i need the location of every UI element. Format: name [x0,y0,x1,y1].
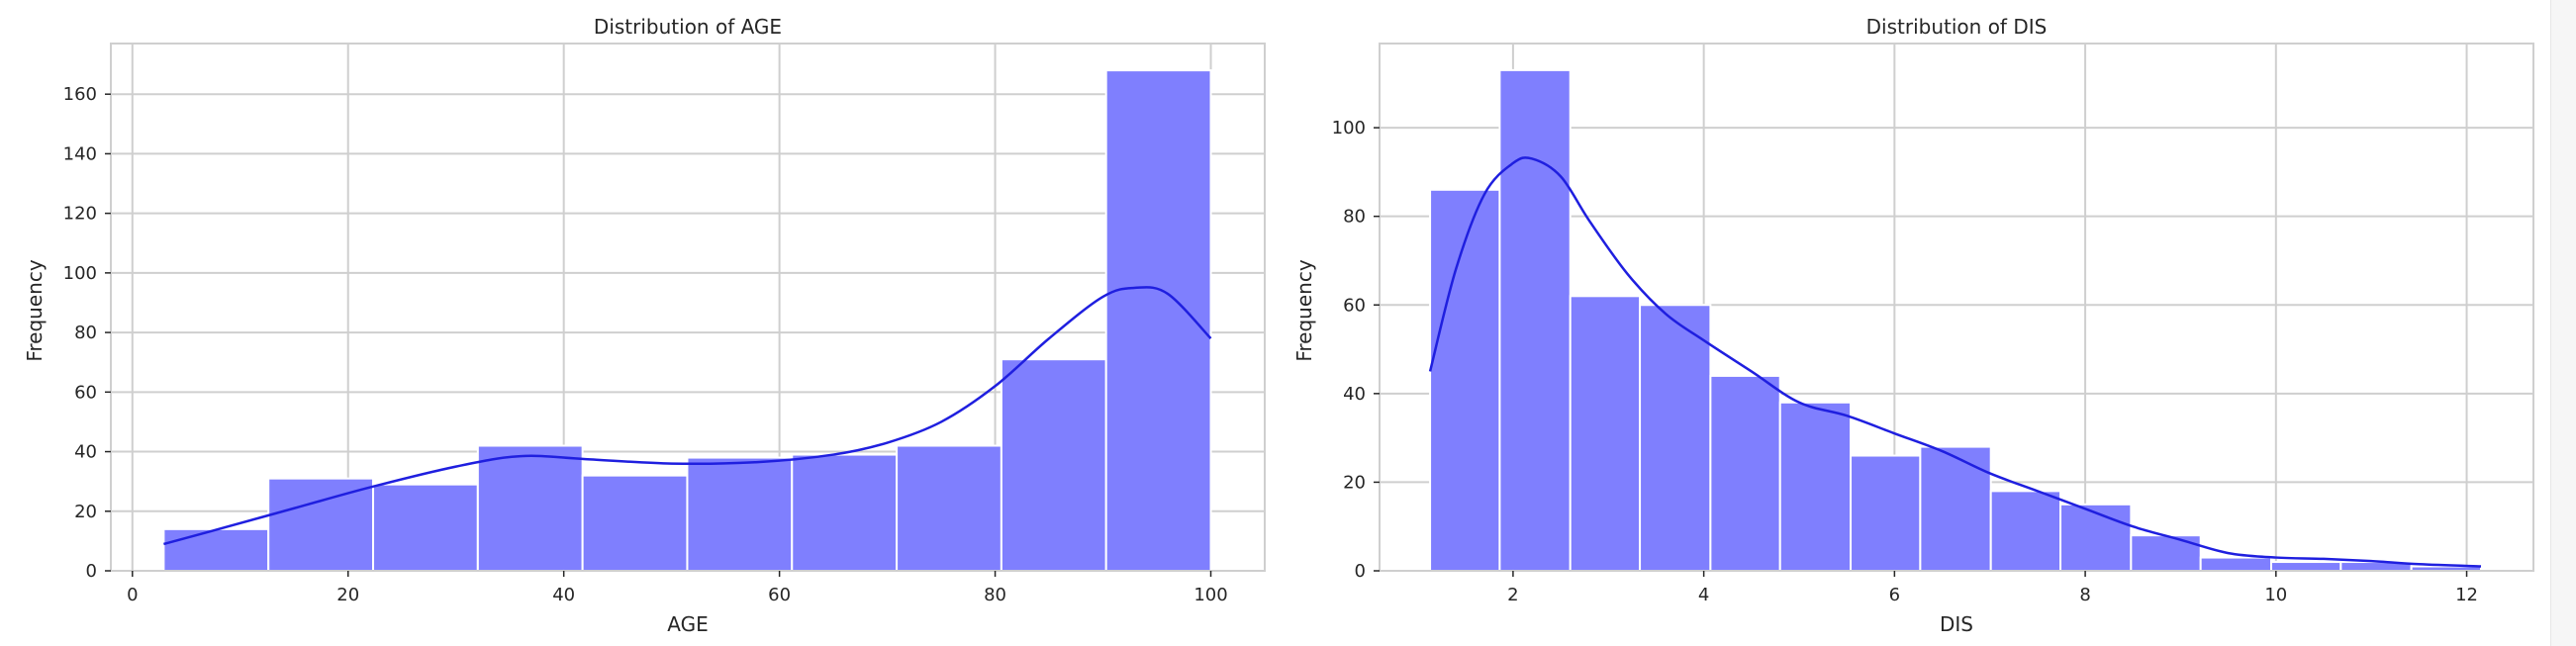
histogram-bar [1000,358,1107,573]
y-tick-label: 0 [86,561,97,582]
vertical-scrollbar[interactable] [2550,0,2576,646]
y-tick-label: 100 [63,263,97,284]
x-tick-label: 0 [127,585,138,605]
x-tick-label: 10 [2264,585,2287,605]
histogram-bar [1778,401,1853,572]
x-axis-label: DIS [1940,612,1973,636]
histogram-bar [267,477,375,572]
y-tick-label: 140 [63,143,97,164]
x-tick-label: 8 [2079,585,2090,605]
y-tick-label: 80 [74,323,97,343]
histogram-bar [372,483,479,572]
histogram-bar [2199,556,2273,573]
histogram-bar [896,444,1002,572]
y-tick-label: 40 [1343,384,1366,405]
x-tick-label: 6 [1889,585,1900,605]
x-tick-label: 12 [2455,585,2478,605]
y-tick-label: 20 [1343,472,1366,493]
histogram-bar [2059,503,2133,572]
x-tick-label: 4 [1698,585,1709,605]
histogram-bar [1498,68,1572,572]
histogram-bar [476,444,584,572]
x-tick-label: 2 [1507,585,1518,605]
y-tick-label: 60 [1343,295,1366,316]
histogram-bar [2130,534,2202,573]
age-histogram-panel: Distribution of AGE AGE Frequency 0 20 40 6… [23,15,1266,636]
histogram-bar [1429,188,1501,572]
y-tick-label: 100 [1332,118,1366,138]
y-tick-label: 160 [63,84,97,105]
x-tick-label: 100 [1193,585,1227,605]
x-axis-label: AGE [667,612,708,636]
histogram-bar [1639,304,1712,572]
histogram-bar [686,456,794,572]
x-tick-label: 80 [984,585,1006,605]
histogram-bar [581,474,689,573]
histogram-bar [1569,295,1642,572]
chart-title: Distribution of DIS [1866,15,2048,39]
y-tick-label: 80 [1343,207,1366,228]
y-axis-label: Frequency [1292,259,1316,361]
plot-frame [1379,43,2534,572]
x-tick-label: 40 [552,585,575,605]
y-tick-label: 20 [74,502,97,522]
y-tick-label: 40 [74,442,97,463]
histogram-bar [1850,454,1922,572]
y-tick-label: 120 [63,204,97,225]
chart-title: Distribution of AGE [594,15,782,39]
y-tick-label: 60 [74,382,97,403]
histogram-bar [162,527,270,572]
x-tick-label: 60 [768,585,791,605]
kde-curve [1428,156,2482,568]
dis-histogram-panel: Distribution of DIS DIS Frequency 2 4 6 8 10… [1292,15,2534,636]
histogram-bar [2270,561,2342,572]
kde-curve [163,286,1212,546]
histogram-bar [1919,445,1992,572]
histogram-bar [1709,374,1781,573]
plot-frame [110,43,1266,572]
histogram-bar [1989,490,2062,572]
y-axis-label: Frequency [23,259,47,361]
x-tick-label: 20 [336,585,359,605]
y-tick-label: 0 [1355,561,1366,582]
histogram-bar [791,453,899,573]
